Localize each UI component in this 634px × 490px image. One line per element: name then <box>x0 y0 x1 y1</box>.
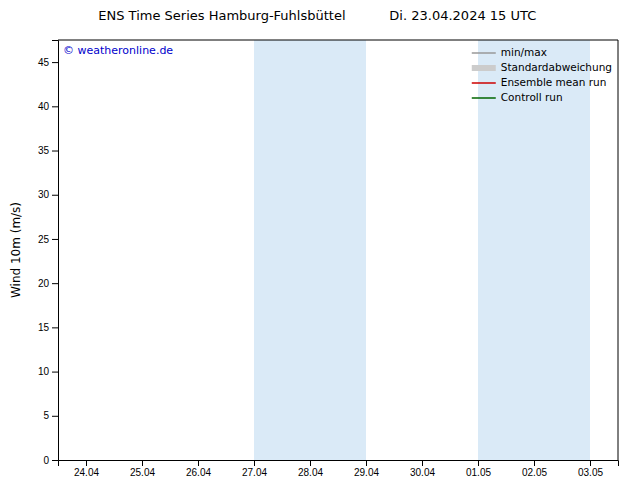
y-tick-mark <box>52 372 58 373</box>
x-tick-mark <box>310 460 311 466</box>
frame <box>618 40 619 460</box>
legend: min/max Standardabweichung Ensemble mean r… <box>472 46 612 103</box>
shaded-band <box>478 40 534 460</box>
x-tick: 27.04 <box>242 460 267 478</box>
x-tick-mark <box>590 460 591 466</box>
y-tick-mark <box>52 62 58 63</box>
x-tick-mark <box>366 460 367 466</box>
y-tick: 5 <box>43 410 58 421</box>
x-tick: 29.04 <box>354 460 379 478</box>
legend-item: Standardabweichung <box>472 61 612 73</box>
x-tick-mark <box>422 460 423 466</box>
shaded-band <box>254 40 310 460</box>
x-tick-label: 26.04 <box>186 467 211 478</box>
legend-label: Ensemble mean run <box>501 76 607 88</box>
x-tick: 30.04 <box>410 460 435 478</box>
x-tick-mark <box>534 460 535 466</box>
frame <box>58 40 618 41</box>
x-tick-mark <box>142 460 143 466</box>
legend-swatch <box>472 97 496 99</box>
plot: 24.04 25.04 26.04 27.04 28.04 29.04 30.04 01.05… <box>38 40 619 478</box>
x-tick-label: 29.04 <box>354 467 379 478</box>
y-tick: 15 <box>38 322 58 333</box>
y-tick-mark <box>52 239 58 240</box>
y-tick-mark <box>52 106 58 107</box>
y-tick-mark <box>52 416 58 417</box>
legend-label: Standardabweichung <box>501 61 612 73</box>
y-tick-label: 20 <box>38 278 50 289</box>
y-tick: 10 <box>38 366 58 377</box>
y-tick-mark <box>52 151 58 152</box>
y-tick-mark <box>52 283 58 284</box>
x-tick-label: 03.05 <box>578 467 603 478</box>
legend-swatch <box>472 52 496 54</box>
x-tick-label: 24.04 <box>74 467 99 478</box>
y-tick: 45 <box>38 57 58 68</box>
y-tick-mark <box>52 327 58 328</box>
x-tick-mark <box>198 460 199 466</box>
x-tick-label: 28.04 <box>298 467 323 478</box>
chart: ENS Time Series Hamburg-Fuhlsbüttel Di. 2… <box>0 0 634 490</box>
x-tick-label: 27.04 <box>242 467 267 478</box>
marks <box>254 40 590 460</box>
y-tick-label: 5 <box>43 410 49 421</box>
shaded-band <box>310 40 366 460</box>
y-tick: 35 <box>38 145 58 156</box>
y-tick-label: 15 <box>38 322 50 333</box>
legend-item: Ensemble mean run <box>472 76 607 88</box>
y-tick-label: 25 <box>38 234 50 245</box>
x-tick: 26.04 <box>186 460 211 478</box>
x-tick: 28.04 <box>298 460 323 478</box>
y-tick: 0 <box>43 455 58 466</box>
annotation: © weatheronline.de <box>63 44 173 57</box>
subtitle: Di. 23.04.2024 15 UTC <box>389 8 536 23</box>
x-tick-label: 01.05 <box>466 467 491 478</box>
y-tick: 30 <box>38 189 58 200</box>
x-tick: 24.04 <box>74 460 99 478</box>
y-tick-label: 0 <box>43 455 49 466</box>
legend-label: Controll run <box>501 91 563 103</box>
shaded-band <box>534 40 590 460</box>
y-axis-title: Wind 10m (m/s) <box>9 202 23 298</box>
y-axis-line <box>52 41 59 461</box>
y-tick: 20 <box>38 278 58 289</box>
legend-label: min/max <box>501 46 547 58</box>
x-axis: 24.04 25.04 26.04 27.04 28.04 29.04 30.04 01.05… <box>59 460 619 478</box>
x-tick-label: 25.04 <box>130 467 155 478</box>
y-tick-mark <box>52 460 58 461</box>
x-tick-label: 02.05 <box>522 467 547 478</box>
legend-swatch <box>472 82 496 84</box>
y-tick-label: 40 <box>38 101 50 112</box>
legend-swatch <box>472 65 496 71</box>
x-tick-mark <box>478 460 479 466</box>
y-tick-mark <box>52 195 58 196</box>
x-tick: 01.05 <box>466 460 491 478</box>
y-tick-label: 45 <box>38 57 50 68</box>
title: ENS Time Series Hamburg-Fuhlsbüttel <box>98 8 345 23</box>
y-tick-label: 10 <box>38 366 50 377</box>
x-tick-mark <box>254 460 255 466</box>
legend-item: Controll run <box>472 91 563 103</box>
y-tick: 40 <box>38 101 58 112</box>
y-axis: 0 5 10 15 20 25 30 35 40 45 <box>38 41 59 466</box>
x-tick: 03.05 <box>578 460 603 478</box>
y-tick-label: 30 <box>38 189 50 200</box>
x-tick-mark <box>86 460 87 466</box>
legend-item: min/max <box>472 46 547 58</box>
y-tick: 25 <box>38 234 58 245</box>
x-axis-line <box>59 461 619 467</box>
x-tick-label: 30.04 <box>410 467 435 478</box>
x-tick: 25.04 <box>130 460 155 478</box>
y-tick-label: 35 <box>38 145 50 156</box>
x-tick: 02.05 <box>522 460 547 478</box>
